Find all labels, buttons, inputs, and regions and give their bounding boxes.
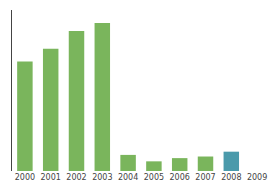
svg-text:2003: 2003 (92, 173, 112, 182)
svg-text:2001: 2001 (41, 173, 61, 182)
svg-text:2002: 2002 (66, 173, 86, 182)
svg-text:2004: 2004 (118, 173, 138, 182)
svg-text:2009: 2009 (247, 173, 267, 182)
svg-text:2007: 2007 (195, 173, 215, 182)
svg-text:2000: 2000 (15, 173, 35, 182)
svg-text:2008: 2008 (221, 173, 241, 182)
svg-text:2006: 2006 (170, 173, 190, 182)
svg-text:2005: 2005 (144, 173, 164, 182)
